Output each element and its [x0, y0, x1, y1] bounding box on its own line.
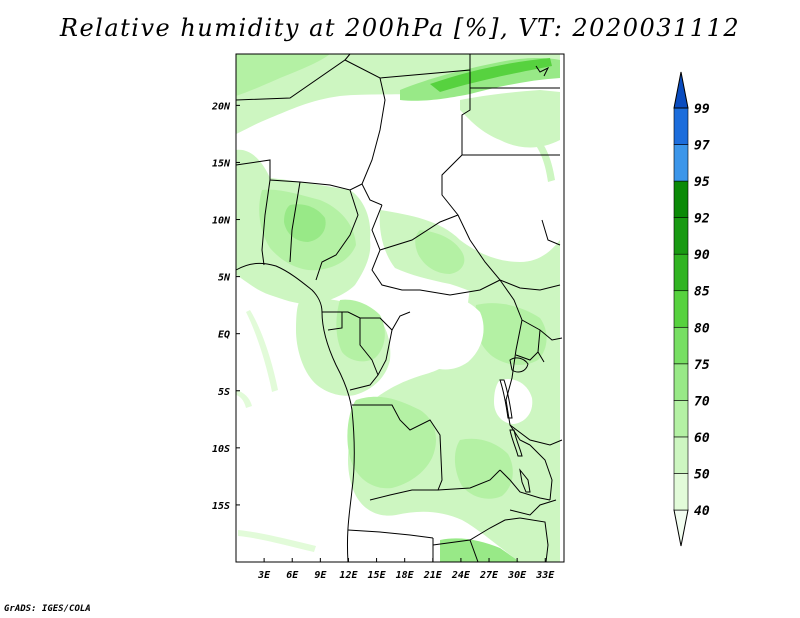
lat-label-1: 15N [212, 158, 231, 169]
latitude-axis: 20N 15N 10N 5N EQ 5S 10S 15S [211, 101, 240, 512]
lon-label-10: 33E [535, 570, 555, 581]
colorbar-label-92: 92 [694, 212, 710, 227]
humidity-shading [236, 54, 560, 562]
colorbar-label-75: 75 [694, 358, 710, 373]
map-title: Relative humidity at 200hPa [%], VT: 202… [59, 14, 741, 42]
lon-label-3: 12E [339, 570, 358, 581]
lon-label-5: 18E [396, 570, 415, 581]
colorbar-segment-7 [673, 217, 689, 255]
colorbar-label-60: 60 [694, 431, 710, 446]
colorbar-label-90: 90 [694, 248, 710, 263]
grads-credit: GrADS: IGES/COLA [4, 604, 91, 614]
lat-label-0: 20N [211, 101, 231, 112]
colorbar-label-80: 80 [694, 321, 710, 336]
lat-label-6: 10S [212, 444, 230, 455]
lon-label-7: 24E [451, 570, 471, 581]
colorbar-high-triangle [673, 71, 689, 109]
map-panel [235, 53, 565, 563]
colorbar-segment-2 [673, 400, 689, 438]
colorbar-segment-6 [673, 253, 689, 292]
longitude-axis: 3E 6E 9E 12E 15E 18E 21E 24E 27E 30E 33E [257, 558, 555, 581]
colorbar-low-triangle [673, 509, 689, 547]
colorbar-label-95: 95 [694, 175, 710, 190]
lat-label-5: 5S [218, 387, 230, 398]
colorbar-segment-10 [673, 107, 689, 145]
country-borders [235, 53, 563, 563]
colorbar-segment-4 [673, 326, 689, 365]
lon-label-1: 6E [286, 570, 299, 581]
colorbar-segment-0 [673, 473, 689, 511]
lon-label-4: 15E [368, 570, 387, 581]
lon-label-9: 30E [507, 570, 527, 581]
colorbar-label-40: 40 [694, 504, 710, 519]
lat-label-2: 10N [212, 216, 231, 227]
colorbar-segment-9 [673, 144, 689, 182]
colorbar-label-70: 70 [694, 394, 710, 409]
lat-label-4: EQ [218, 330, 230, 341]
colorbar: 40 50 60 70 75 80 85 90 92 95 97 99 [673, 71, 710, 547]
lon-label-0: 3E [257, 570, 271, 581]
colorbar-label-99: 99 [694, 102, 710, 117]
lon-label-8: 27E [479, 570, 499, 581]
lat-label-3: 5N [218, 273, 231, 284]
lat-label-7: 15S [212, 501, 230, 512]
colorbar-label-97: 97 [694, 139, 710, 154]
colorbar-segment-3 [673, 363, 689, 401]
colorbar-segment-1 [673, 436, 689, 474]
colorbar-label-50: 50 [694, 467, 710, 482]
lon-label-6: 21E [423, 570, 443, 581]
lon-label-2: 9E [314, 570, 327, 581]
colorbar-segment-8 [673, 180, 689, 218]
colorbar-segment-5 [673, 290, 689, 328]
colorbar-label-85: 85 [694, 285, 710, 300]
